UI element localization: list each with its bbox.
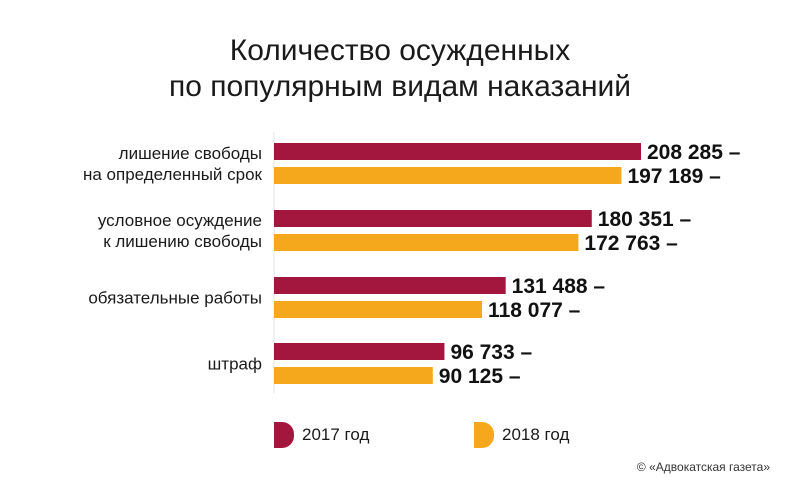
value-label-0-series-0: 208 285 – xyxy=(647,141,741,164)
chart-title: Количество осужденных по популярным вида… xyxy=(0,33,800,105)
value-label-3-series-0: 96 733 – xyxy=(450,341,532,364)
bar-2-series-0 xyxy=(274,277,506,294)
value-label-3-series-1: 90 125 – xyxy=(439,365,521,388)
chart-legend: 2017 год 2018 год xyxy=(0,420,800,450)
bar-2-series-1 xyxy=(274,301,483,318)
bar-chart: лишение свободы на определенный срок 208 2… xyxy=(83,132,741,393)
legend-label-2018: 2018 год xyxy=(502,425,570,444)
value-label-0-series-1: 197 189 – xyxy=(627,165,721,188)
category-label-0: лишение свободы на определенный срок xyxy=(83,144,263,184)
legend-swatch-2017 xyxy=(274,422,294,448)
value-label-1-series-1: 172 763 – xyxy=(584,232,678,255)
legend-swatch-2018 xyxy=(474,422,494,448)
chart-title-line-1: Количество осужденных xyxy=(229,34,571,67)
bar-3-series-1 xyxy=(274,367,433,384)
category-label-3: штраф xyxy=(208,355,262,374)
bar-0-series-0 xyxy=(274,143,641,160)
bar-1-series-0 xyxy=(274,210,592,227)
bar-0-series-1 xyxy=(274,167,622,184)
legend-item-2017: 2017 год xyxy=(274,420,369,450)
category-label-2-line-0: обязательные работы xyxy=(88,289,262,308)
legend-item-2018: 2018 год xyxy=(474,420,569,450)
bar-1-series-1 xyxy=(274,234,579,251)
category-label-0-line-0: лишение свободы xyxy=(119,144,262,163)
category-label-2: обязательные работы xyxy=(88,289,262,308)
bar-3-series-0 xyxy=(274,343,445,360)
value-label-2-series-0: 131 488 – xyxy=(512,275,606,298)
category-label-1: условное осуждение к лишению свободы xyxy=(98,211,262,251)
copyright-notice: © «Адвокатская газета» xyxy=(636,460,770,474)
category-label-1-line-0: условное осуждение xyxy=(98,211,262,230)
value-label-1-series-0: 180 351 – xyxy=(598,208,692,231)
category-label-1-line-1: к лишению свободы xyxy=(103,232,262,251)
category-label-3-line-0: штраф xyxy=(208,355,262,374)
value-label-2-series-1: 118 077 – xyxy=(488,299,581,322)
legend-label-2017: 2017 год xyxy=(302,425,370,444)
category-label-0-line-1: на определенный срок xyxy=(83,165,263,184)
chart-title-line-2: по популярным видам наказаний xyxy=(168,70,632,103)
